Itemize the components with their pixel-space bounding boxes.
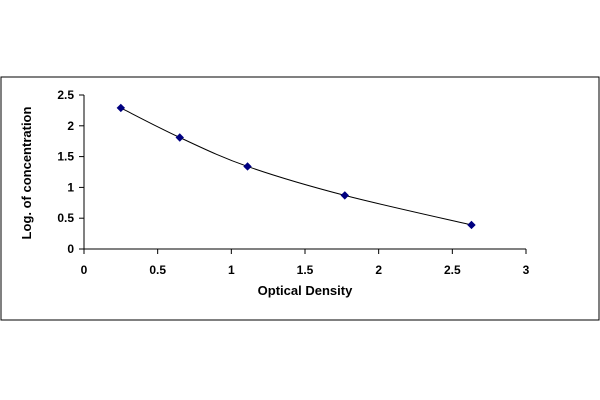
x-tick-label: 3 <box>523 263 530 277</box>
x-tick-label: 2 <box>375 263 382 277</box>
trend-curve <box>120 107 472 226</box>
y-axis-ticks: 0 0.5 1 1.5 2 2.5 <box>57 88 84 256</box>
y-tick-label: 1 <box>67 180 74 194</box>
x-tick-label: 0.5 <box>149 263 166 277</box>
x-tick-label: 1 <box>228 263 235 277</box>
data-points <box>116 103 476 230</box>
y-tick-label: 1.5 <box>57 150 74 164</box>
x-axis-title: Optical Density <box>258 283 353 298</box>
x-tick-label: 0 <box>81 263 88 277</box>
chart-frame <box>0 76 600 321</box>
data-point-marker <box>467 220 476 230</box>
y-axis-title: Log. of concentration <box>19 107 34 240</box>
y-tick-label: 0.5 <box>57 211 74 225</box>
data-point-marker <box>340 191 349 200</box>
x-axis-ticks: 0 0.5 1 1.5 2 2.5 3 <box>81 249 530 277</box>
data-point-marker <box>243 162 252 171</box>
y-tick-label: 2 <box>67 119 74 133</box>
x-tick-label: 2.5 <box>444 263 461 277</box>
data-point-marker <box>175 133 184 142</box>
y-tick-label: 0 <box>67 242 74 256</box>
data-point-marker <box>116 103 126 113</box>
x-tick-label: 1.5 <box>297 263 314 277</box>
y-tick-label: 2.5 <box>57 88 74 102</box>
